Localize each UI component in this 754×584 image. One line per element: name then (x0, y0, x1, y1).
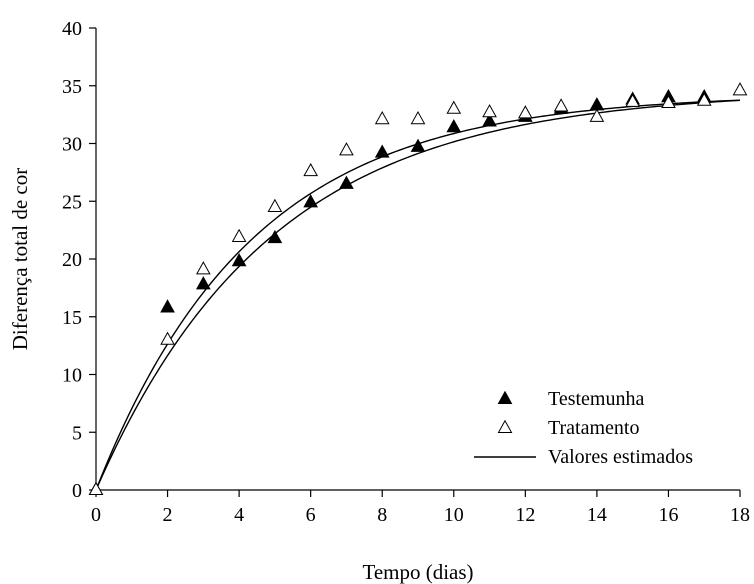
y-tick-label: 0 (72, 480, 82, 502)
x-tick-label: 2 (163, 504, 173, 526)
x-tick-label: 18 (730, 504, 750, 526)
axes: 0 5 10 15 20 25 30 35 40 0 2 4 6 8 10 12 14 16 18 (62, 18, 750, 526)
x-tick-label: 12 (515, 504, 535, 526)
x-axis-title: Tempo (dias) (362, 560, 473, 584)
legend-tratamento-label: Tratamento (548, 417, 639, 439)
testemunha-point (482, 113, 497, 127)
testemunha-point (374, 144, 390, 158)
y-tick-label: 5 (72, 422, 82, 444)
testemunha-point (231, 253, 247, 267)
tratamento-point (160, 331, 175, 345)
fitted-curves (95, 99, 741, 491)
tratamento-point (553, 98, 569, 112)
testemunha-point (195, 276, 211, 290)
tratamento-point (374, 110, 390, 125)
testemunha-point (339, 175, 354, 189)
x-tick-label: 16 (658, 504, 678, 526)
tratamento-point (267, 198, 283, 212)
x-tick-label: 8 (377, 504, 387, 526)
legend: Testemunha Tratamento Valores estimados (474, 388, 693, 468)
x-tick-label: 10 (444, 504, 464, 526)
tratamento-point (589, 108, 605, 122)
tratamento-point (88, 481, 104, 495)
y-tick-label: 35 (62, 76, 82, 98)
y-axis-title: Diferença total de cor (8, 168, 32, 350)
testemunha-point (446, 119, 462, 133)
x-tick-label: 14 (587, 504, 607, 526)
y-tick-label: 10 (62, 365, 82, 387)
tratamento-point (625, 93, 641, 107)
y-tick-label: 30 (62, 134, 82, 156)
testemunha-point (303, 194, 319, 208)
x-tick-label: 4 (234, 504, 244, 526)
tratamento-point (732, 82, 748, 96)
legend-testemunha-marker (497, 390, 513, 404)
tratamento-point (339, 142, 354, 156)
y-tick-label: 20 (62, 249, 82, 271)
tratamento-point (231, 228, 247, 243)
tratamento-point (517, 105, 533, 119)
tratamento-point (303, 162, 319, 177)
fitted-curve (95, 99, 741, 491)
legend-tratamento-marker (497, 419, 513, 433)
tratamento-point (446, 100, 462, 114)
tratamento-point (195, 261, 211, 275)
testemunha-point (267, 229, 283, 244)
testemunha-point (589, 97, 605, 111)
tratamento-point (696, 92, 712, 106)
legend-valores-estimados-label: Valores estimados (548, 446, 693, 468)
fitted-curve (95, 99, 741, 491)
legend-testemunha-label: Testemunha (548, 388, 644, 410)
y-tick-label: 15 (62, 307, 82, 329)
y-tick-label: 25 (62, 191, 82, 213)
tratamento-point (482, 104, 497, 118)
testemunha-point (410, 138, 426, 152)
tratamento-point (410, 110, 426, 125)
tratamento-point (661, 94, 676, 109)
x-tick-label: 6 (306, 504, 316, 526)
testemunha-point (160, 299, 175, 313)
x-tick-label: 0 (91, 504, 101, 526)
y-tick-label: 40 (62, 18, 82, 40)
data-points (88, 82, 748, 495)
